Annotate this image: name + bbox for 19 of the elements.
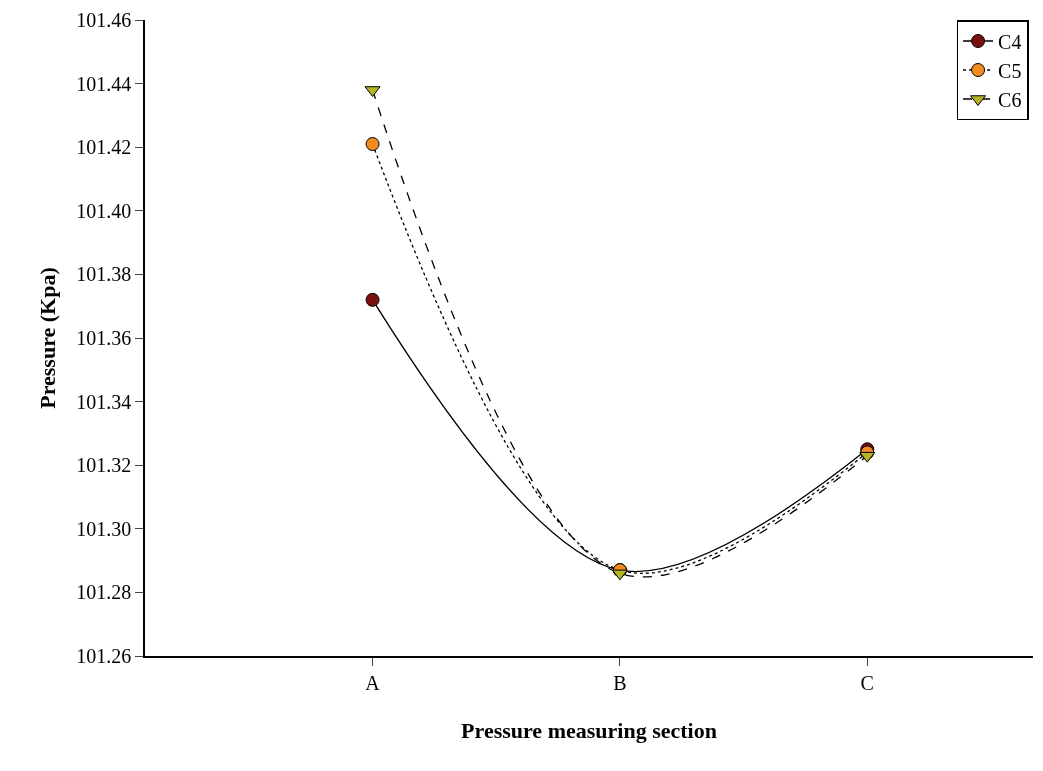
y-tick-label: 101.36 [76, 327, 132, 349]
y-tick-label: 101.44 [76, 72, 132, 95]
x-tick-label: A [365, 671, 381, 694]
x-axis-title: Pressure measuring section [461, 718, 717, 744]
x-tick-label: B [613, 671, 627, 694]
y-tick-label: 101.38 [76, 263, 132, 286]
legend-label: C6 [998, 88, 1022, 111]
y-tick-label: 101.28 [76, 581, 132, 604]
y-tick-label: 101.40 [76, 199, 132, 222]
y-tick-label: 101.32 [76, 454, 132, 477]
y-tick-label: 101.42 [76, 136, 132, 159]
legend-label: C5 [998, 59, 1022, 82]
y-tick-label: 101.34 [76, 390, 132, 413]
y-tick-label: 101.26 [76, 645, 132, 667]
y-tick-label: 101.30 [76, 517, 132, 540]
x-tick-label: C [860, 671, 874, 694]
y-tick-label: 101.46 [76, 9, 132, 31]
y-axis-title: Pressure (Kpa) [34, 267, 60, 409]
legend-label: C4 [998, 30, 1022, 53]
